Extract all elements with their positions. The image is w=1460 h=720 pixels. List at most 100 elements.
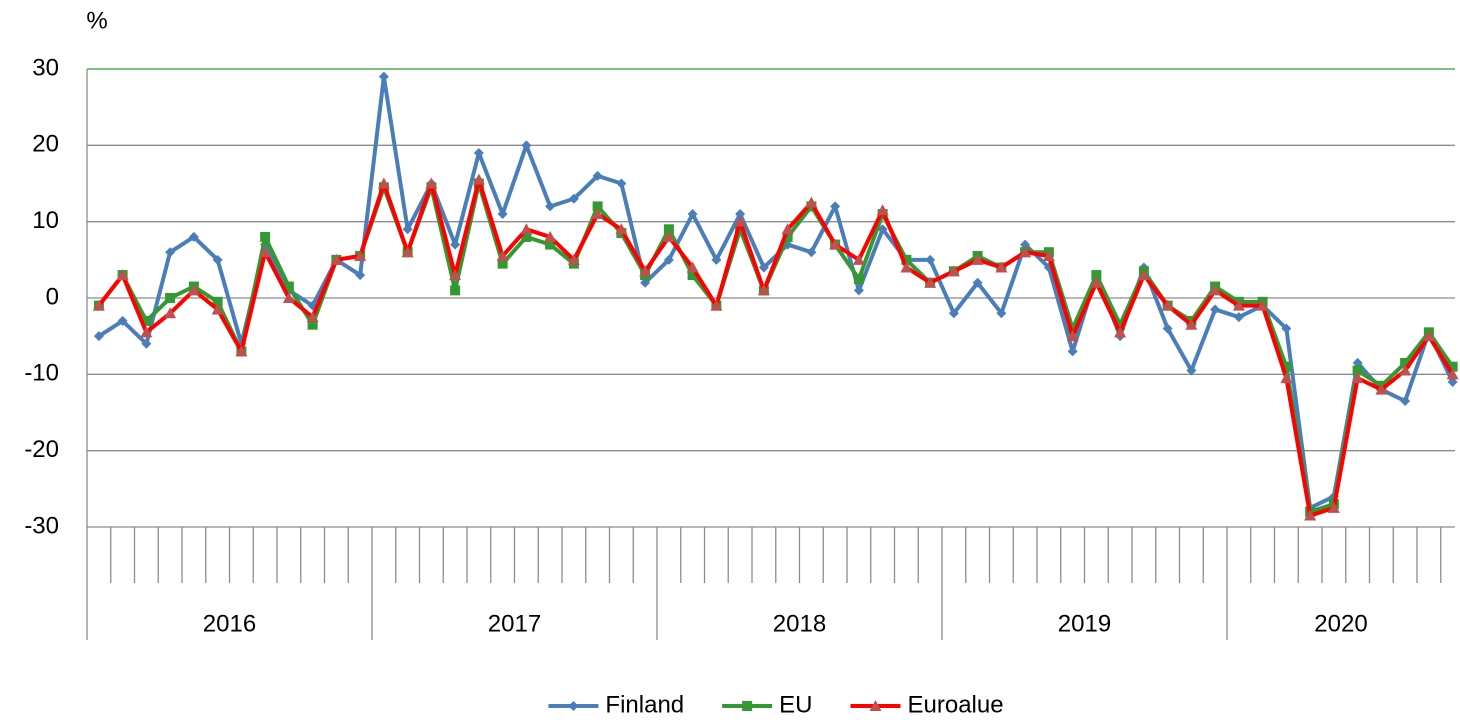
point <box>1351 372 1364 384</box>
legend-marker <box>568 701 579 711</box>
point <box>662 230 675 242</box>
point <box>354 250 367 262</box>
year-label: 2017 <box>488 610 541 637</box>
point <box>93 331 104 342</box>
series <box>93 178 1458 517</box>
point <box>830 201 841 212</box>
point <box>900 261 913 273</box>
point <box>876 204 889 216</box>
point <box>639 265 652 277</box>
point <box>1400 396 1411 407</box>
point <box>116 269 129 281</box>
point <box>545 201 556 212</box>
y-tick-label: 10 <box>32 207 59 234</box>
series-line <box>97 74 1455 510</box>
series-line <box>97 177 1455 518</box>
point <box>164 307 177 319</box>
legend-label: EU <box>779 691 812 718</box>
point <box>948 308 959 319</box>
point <box>1422 330 1435 342</box>
point <box>1115 319 1126 330</box>
point <box>971 253 984 265</box>
point <box>1327 501 1340 513</box>
point <box>1352 365 1363 376</box>
point <box>92 299 105 311</box>
y-axis-label: % <box>86 7 107 34</box>
point <box>1232 299 1245 311</box>
point <box>355 270 366 281</box>
point <box>686 261 699 273</box>
year-label: 2018 <box>773 610 826 637</box>
point <box>663 254 674 265</box>
point <box>377 177 390 189</box>
point <box>972 277 983 288</box>
series <box>93 71 1458 513</box>
point <box>472 173 485 185</box>
point <box>1209 284 1222 296</box>
point <box>1091 270 1102 281</box>
point <box>592 201 603 212</box>
y-tick-label: 30 <box>32 54 59 81</box>
point <box>1185 318 1198 330</box>
year-label: 2016 <box>203 610 256 637</box>
point <box>687 270 698 281</box>
point <box>545 239 556 250</box>
point <box>852 253 865 265</box>
point <box>141 338 152 349</box>
point <box>212 254 223 265</box>
point <box>1400 357 1411 368</box>
point <box>497 258 508 269</box>
point <box>165 293 176 303</box>
point <box>450 239 461 250</box>
point <box>1042 250 1055 262</box>
point <box>402 224 413 235</box>
point <box>521 140 532 151</box>
y-tick-label: 0 <box>46 283 59 310</box>
point <box>877 224 888 235</box>
point <box>995 261 1008 273</box>
point <box>1186 365 1197 376</box>
point <box>425 177 438 189</box>
point <box>1375 383 1388 395</box>
point <box>996 308 1007 319</box>
point <box>1447 376 1458 387</box>
point <box>473 147 484 158</box>
point <box>1020 239 1031 250</box>
point <box>687 209 698 220</box>
point <box>1399 364 1412 376</box>
point <box>449 269 462 281</box>
point <box>1162 323 1173 334</box>
point <box>734 215 747 227</box>
point <box>165 247 176 258</box>
point <box>710 299 723 311</box>
point <box>782 231 793 242</box>
point <box>757 284 770 296</box>
point <box>497 209 508 220</box>
series <box>92 173 1459 521</box>
point <box>781 223 794 235</box>
point <box>330 253 343 265</box>
point <box>1161 299 1174 311</box>
point <box>307 319 318 330</box>
point <box>520 223 533 235</box>
point <box>1137 269 1150 281</box>
point <box>283 281 294 292</box>
point <box>306 311 319 323</box>
y-tick-label: 20 <box>32 131 59 158</box>
point <box>401 246 414 258</box>
point <box>1019 246 1032 258</box>
point <box>735 224 746 235</box>
point <box>1280 372 1293 384</box>
y-tick-label: -10 <box>24 360 59 387</box>
point <box>615 223 628 235</box>
point <box>640 277 651 288</box>
point <box>806 247 817 258</box>
point <box>1066 330 1079 342</box>
point <box>591 208 604 220</box>
point <box>259 246 272 258</box>
y-tick-label: -30 <box>24 512 59 539</box>
point <box>188 231 199 242</box>
point <box>901 254 912 265</box>
point <box>140 326 153 338</box>
point <box>1090 276 1103 288</box>
